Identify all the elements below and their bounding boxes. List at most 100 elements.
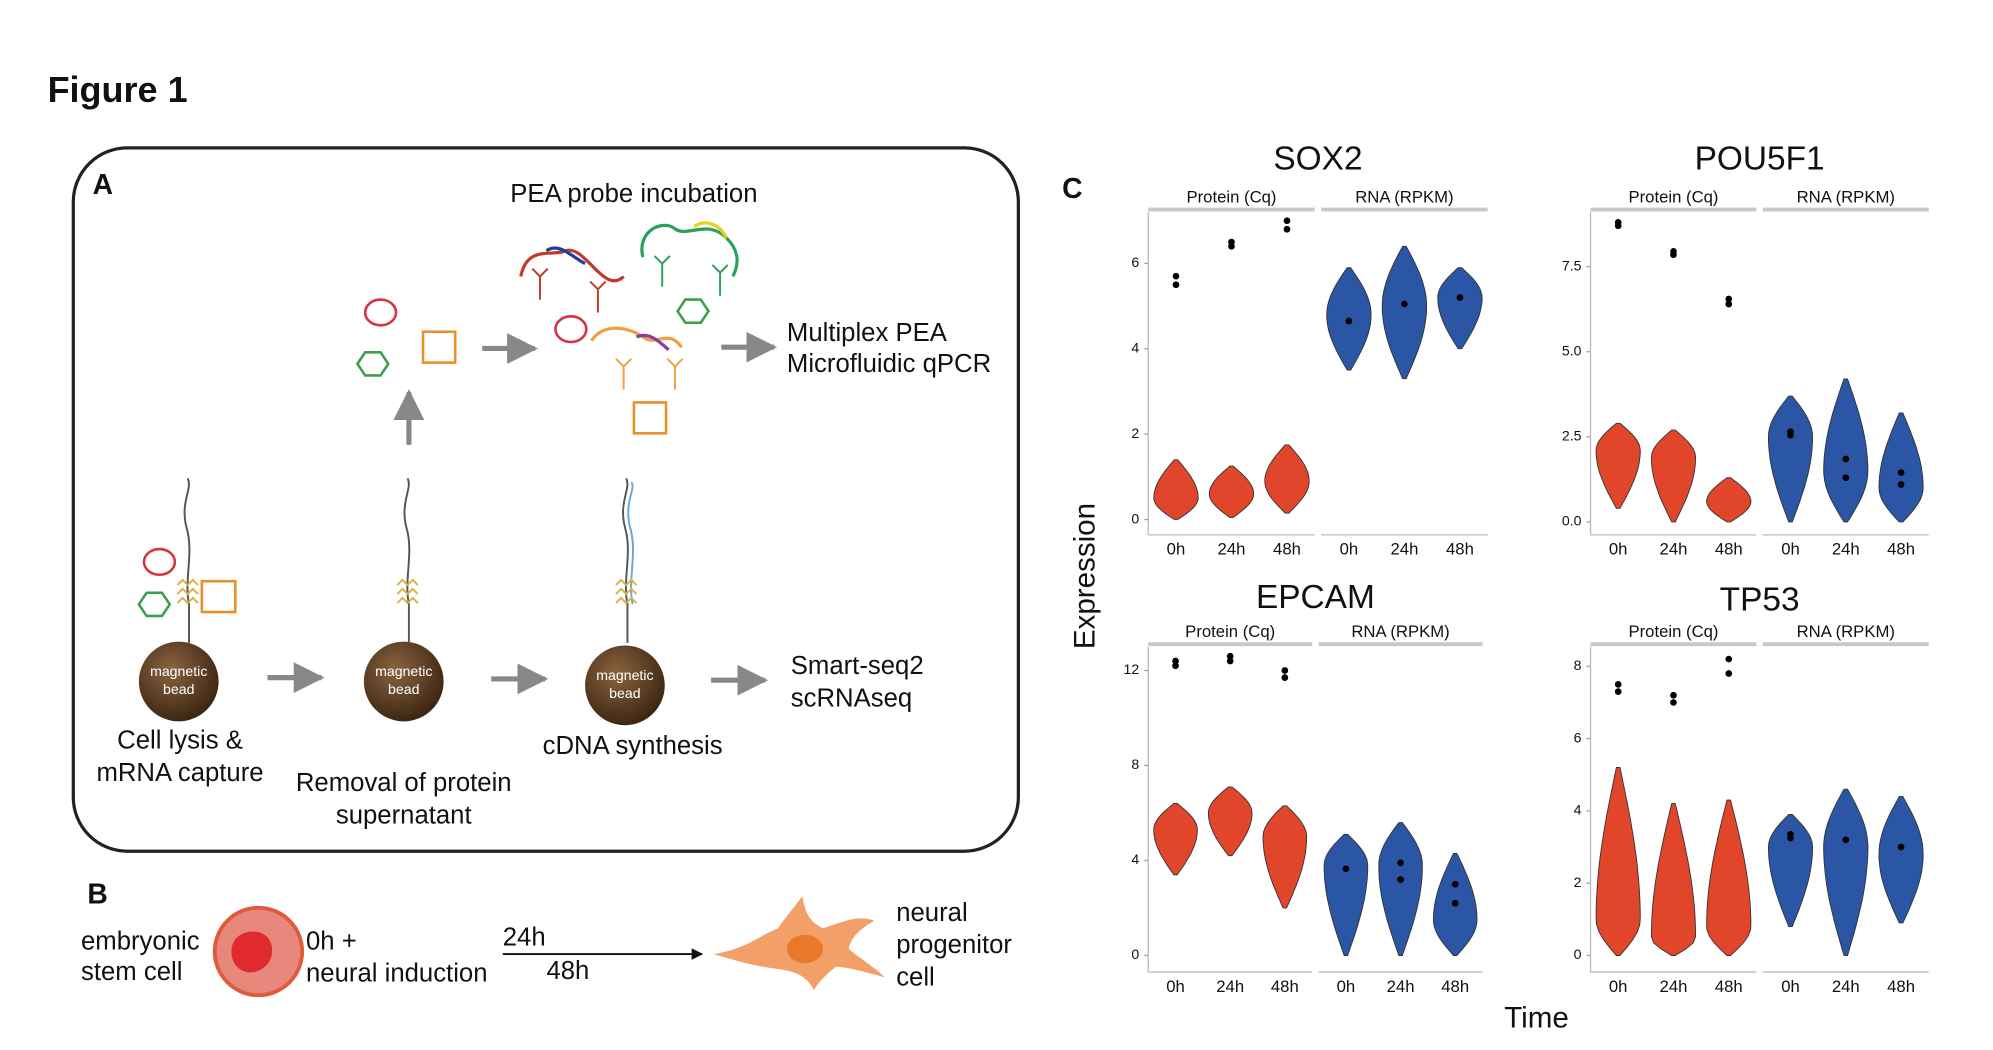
cell-label: stem cell <box>81 958 182 986</box>
point <box>1397 876 1404 883</box>
panel-a-frame <box>71 146 1020 853</box>
point <box>1226 652 1234 660</box>
cell-label: embryonic <box>81 927 200 955</box>
violin <box>1706 477 1752 523</box>
point <box>1397 859 1404 867</box>
y-tick-label: 0 <box>1131 510 1139 526</box>
bead <box>138 641 219 722</box>
point <box>1451 880 1459 888</box>
x-tick-label: 24h <box>1832 540 1860 559</box>
y-tick-label: 2 <box>1574 874 1582 890</box>
readout-label: Smart-seq2 <box>791 652 924 680</box>
neuron-nucleus <box>786 934 823 964</box>
point <box>1401 300 1408 308</box>
readout-label: scRNAseq <box>791 684 912 712</box>
facet-label: Protein (Cq) <box>1628 622 1718 641</box>
cell-label: progenitor <box>896 931 1012 959</box>
point <box>1283 225 1291 233</box>
cell-label: neural <box>896 899 967 927</box>
y-tick-label: 8 <box>1131 756 1139 772</box>
point <box>1897 843 1905 851</box>
figure-title: Figure 1 <box>48 69 188 110</box>
time-label: neural induction <box>306 959 487 987</box>
point <box>1842 474 1850 482</box>
facet-label: Protein (Cq) <box>1186 187 1276 206</box>
facet-label: RNA (RPKM) <box>1351 622 1449 641</box>
y-tick-label: 4 <box>1131 851 1139 867</box>
violin <box>1878 795 1924 924</box>
point <box>1614 219 1622 226</box>
point <box>1345 317 1353 325</box>
facet-label: RNA (RPKM) <box>1355 187 1453 206</box>
violin <box>1262 805 1308 909</box>
point <box>1172 272 1180 280</box>
point <box>1281 674 1289 681</box>
y-tick-label: 4 <box>1574 802 1582 818</box>
violin <box>1153 459 1199 520</box>
point <box>1842 455 1850 463</box>
bead-label: bead <box>388 681 419 697</box>
y-tick-label: 5.0 <box>1562 342 1582 358</box>
x-tick-label: 48h <box>1273 540 1301 559</box>
point <box>1897 469 1905 476</box>
facet-label: RNA (RPKM) <box>1797 622 1895 641</box>
time-label: 0h + <box>306 927 357 955</box>
facet-label: Protein (Cq) <box>1185 622 1275 641</box>
violin <box>1264 444 1310 514</box>
point <box>1614 681 1622 688</box>
point <box>1281 667 1289 674</box>
time-label: 48h <box>546 957 589 985</box>
point <box>1283 217 1291 225</box>
x-tick-label: 24h <box>1387 977 1415 996</box>
y-tick-label: 7.5 <box>1562 257 1582 273</box>
violin <box>1595 767 1641 956</box>
bead <box>585 645 665 726</box>
point <box>1725 655 1733 663</box>
point <box>1172 657 1179 665</box>
x-tick-label: 48h <box>1887 977 1915 996</box>
step-label: Removal of protein <box>296 769 512 797</box>
facet-label: Protein (Cq) <box>1628 187 1718 206</box>
x-tick-label: 24h <box>1832 977 1860 996</box>
point <box>1670 247 1677 255</box>
point <box>1172 281 1180 289</box>
bead-label: bead <box>163 681 194 697</box>
x-axis-label: Time <box>1504 1001 1569 1034</box>
bead-label: bead <box>609 685 640 701</box>
x-tick-label: 0h <box>1166 977 1185 996</box>
point <box>1451 899 1459 907</box>
point <box>1228 238 1235 246</box>
point <box>1226 657 1234 665</box>
point <box>1342 865 1350 873</box>
chart-title: SOX2 <box>1273 141 1362 178</box>
bead-label: magnetic <box>596 667 653 683</box>
violin <box>1381 245 1428 380</box>
step-label: PEA probe incubation <box>510 180 757 208</box>
x-tick-label: 0h <box>1167 540 1186 559</box>
x-tick-label: 24h <box>1660 540 1688 559</box>
readout-label: Microfluidic qPCR <box>787 350 991 378</box>
y-tick-label: 4 <box>1131 340 1139 356</box>
readout-label: Multiplex PEA <box>787 319 948 347</box>
violin <box>1323 833 1369 956</box>
step-label: Cell lysis & <box>117 727 243 755</box>
point <box>1172 662 1179 670</box>
x-tick-label: 0h <box>1781 540 1800 559</box>
x-tick-label: 48h <box>1271 977 1299 996</box>
violin <box>1706 799 1752 956</box>
point <box>1670 691 1677 699</box>
x-tick-label: 0h <box>1340 540 1359 559</box>
violin <box>1153 803 1198 876</box>
y-tick-label: 6 <box>1574 729 1582 745</box>
panel-label: A <box>93 168 113 200</box>
bead <box>363 641 444 722</box>
violin <box>1767 395 1814 523</box>
step-label: supernatant <box>336 801 472 829</box>
panel-label: C <box>1062 172 1082 204</box>
y-tick-label: 2 <box>1131 425 1139 441</box>
point <box>1842 836 1850 844</box>
facet-label: RNA (RPKM) <box>1797 187 1895 206</box>
bead-label: magnetic <box>375 663 432 679</box>
